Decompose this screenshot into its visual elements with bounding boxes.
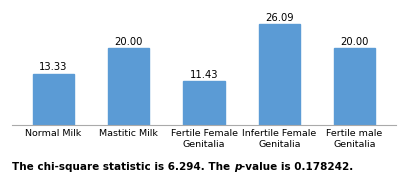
Text: 11.43: 11.43 <box>190 70 218 80</box>
Bar <box>108 48 150 125</box>
Text: 13.33: 13.33 <box>39 62 68 72</box>
Text: p: p <box>234 162 241 172</box>
Bar <box>33 74 74 125</box>
Text: 20.00: 20.00 <box>340 37 369 47</box>
Text: -value is 0.178242.: -value is 0.178242. <box>241 162 353 172</box>
Text: 26.09: 26.09 <box>265 13 294 23</box>
Text: 20.00: 20.00 <box>114 37 143 47</box>
Bar <box>183 81 225 125</box>
Text: The chi-square statistic is 6.294. The: The chi-square statistic is 6.294. The <box>12 162 234 172</box>
Bar <box>258 24 300 125</box>
Bar <box>334 48 375 125</box>
